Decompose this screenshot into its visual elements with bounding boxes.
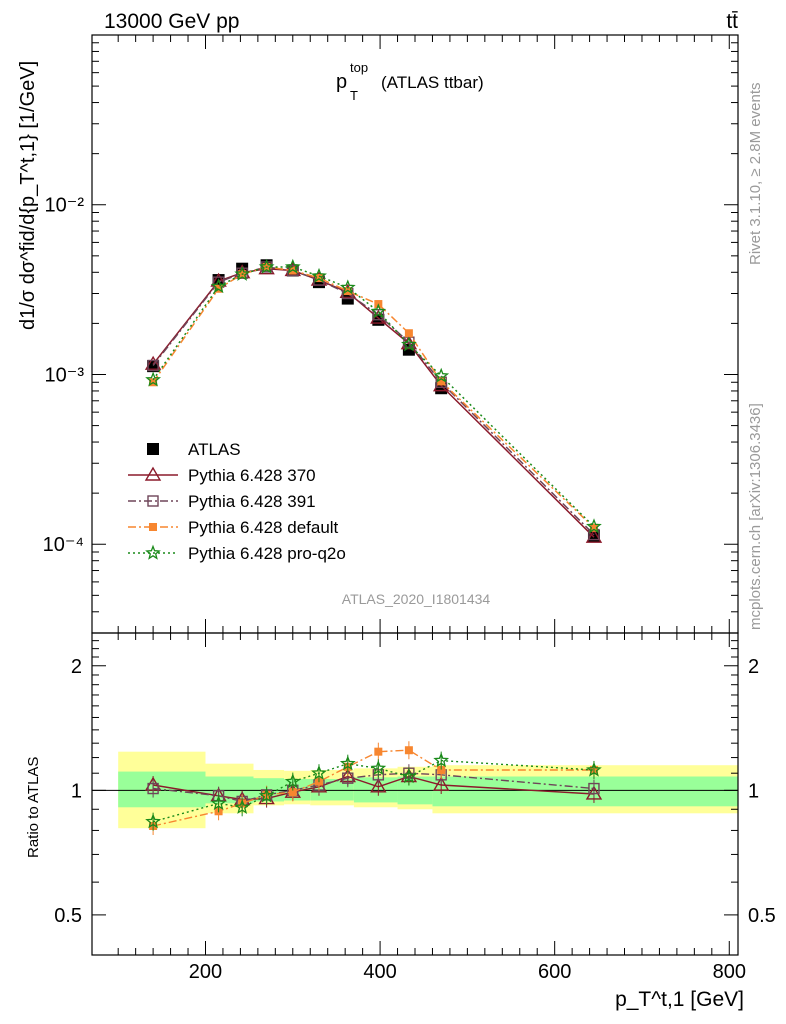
point-p391: [435, 376, 447, 388]
point-proq2o: [586, 518, 602, 534]
point-p370: [144, 355, 162, 370]
series-line-default: [152, 266, 595, 529]
main-ylabel: d1/σ dσ^fid/d{p_T^t,1} [1/GeV]: [17, 61, 39, 330]
ratio-point-default: [288, 788, 297, 797]
legend-label: ATLAS: [188, 440, 241, 459]
legend-label: Pythia 6.428 391: [188, 492, 316, 511]
ratio-ytick-label-right: 2: [748, 656, 759, 678]
ratio-point-proq2o: [258, 787, 275, 803]
point-proq2o: [433, 367, 450, 383]
point-default: [404, 329, 413, 338]
ratio-point-proq2o: [339, 755, 356, 771]
ratio-ytick-label-left: 2: [71, 656, 82, 678]
ratio-line-p391: [153, 772, 595, 803]
ratio-ytick-label-right: 0.5: [748, 905, 776, 927]
ratio-uncertainty-bands: [92, 751, 738, 829]
main-ytick-label: 10⁻⁴: [43, 534, 84, 556]
point-default: [437, 377, 446, 386]
point-proq2o: [210, 278, 227, 294]
series-line-proq2o: [152, 266, 595, 528]
point-p370: [585, 528, 603, 543]
point-proq2o: [370, 303, 387, 319]
xtick-label: 400: [363, 961, 396, 983]
mcplots-label: mcplots.cern.ch [arXiv:1306.3436]: [747, 403, 764, 630]
point-proq2o: [234, 265, 251, 281]
legend-label: Pythia 6.428 default: [188, 518, 339, 537]
point-proq2o: [145, 371, 162, 387]
ratio-point-proq2o: [284, 773, 301, 789]
ratio-point-proq2o: [433, 752, 450, 768]
series-proq2o: [145, 258, 602, 534]
legend-marker: [147, 443, 159, 455]
ratio-point-proq2o: [586, 761, 602, 777]
title-tail: (ATLAS ttbar): [381, 73, 484, 92]
point-proq2o: [258, 258, 275, 274]
ratio-point-proq2o: [401, 768, 417, 784]
legend-label: Pythia 6.428 370: [188, 466, 316, 485]
axes: 10⁻⁴ 10⁻³ 10⁻² 200 400 600 800 0.5 0.5 1 1 2 2: [43, 34, 776, 983]
legend-marker: [147, 495, 159, 507]
legend-marker: [145, 544, 161, 560]
xtick-label: 600: [538, 961, 571, 983]
point-proq2o: [401, 336, 417, 352]
plot-title: p top T (ATLAS ttbar): [336, 60, 484, 103]
point-proq2o: [284, 258, 301, 274]
ratio-point-proq2o: [370, 760, 387, 776]
band-inner: [432, 776, 738, 807]
point-default: [589, 523, 598, 532]
legend-entry-proq2o: Pythia 6.428 pro-q2o: [128, 544, 346, 563]
point-proq2o: [339, 279, 356, 295]
ratio-point-proq2o: [234, 799, 251, 814]
ratio-point-p370: [370, 778, 387, 793]
legend: ATLAS Pythia 6.428 370 Pythia 6.428 391 Pyt…: [128, 440, 346, 563]
main-ytick-label: 10⁻³: [45, 364, 85, 386]
ratio-point-p391: [588, 782, 600, 795]
legend-entry-data: ATLAS: [147, 440, 241, 459]
xlabel: p_T^t,1 [GeV]: [615, 988, 744, 1011]
ratio-ytick-label-right: 1: [748, 780, 759, 802]
ratio-point-default: [437, 765, 446, 774]
ratio-ytick-label-left: 1: [71, 780, 82, 802]
ratio-point-p391: [147, 782, 159, 795]
legend-marker: [144, 466, 162, 481]
ratio-ytick-label-left: 0.5: [54, 905, 82, 927]
ratio-point-default: [374, 747, 383, 756]
rivet-version-label: Rivet 3.1.10, ≥ 2.8M events: [747, 83, 764, 266]
final-state-label: tt̄: [726, 10, 738, 33]
xtick-label: 800: [713, 961, 746, 983]
legend-entry-default: Pythia 6.428 default: [128, 518, 339, 537]
title-subscript: T: [350, 88, 358, 103]
band-inner: [118, 771, 206, 808]
ratio-point-proq2o: [210, 795, 227, 811]
xtick-label: 200: [189, 961, 222, 983]
ratio-point-p370: [432, 776, 450, 791]
point-proq2o: [311, 267, 327, 283]
ratio-ylabel: Ratio to ATLAS: [25, 757, 42, 858]
title-main: p: [336, 71, 347, 93]
legend-entry-p391: Pythia 6.428 391: [128, 492, 316, 511]
legend-entry-p370: Pythia 6.428 370: [128, 466, 316, 485]
main-panel-marks: [144, 258, 603, 543]
main-ytick-label: 10⁻²: [45, 195, 85, 217]
analysis-id: ATLAS_2020_I1801434: [342, 591, 491, 607]
point-p391: [147, 359, 159, 372]
point-default: [314, 274, 323, 283]
process-label: 13000 GeV pp: [104, 10, 239, 33]
ratio-series-proq2o: [145, 751, 602, 831]
legend-marker: [149, 523, 157, 531]
title-superscript: top: [350, 60, 368, 75]
point-p391: [372, 309, 385, 321]
legend-label: Pythia 6.428 pro-q2o: [188, 544, 346, 563]
ratio-point-default: [404, 746, 413, 755]
ratio-panel-marks: [144, 741, 603, 835]
ratio-point-proq2o: [145, 813, 162, 829]
ratio-point-proq2o: [311, 764, 327, 780]
